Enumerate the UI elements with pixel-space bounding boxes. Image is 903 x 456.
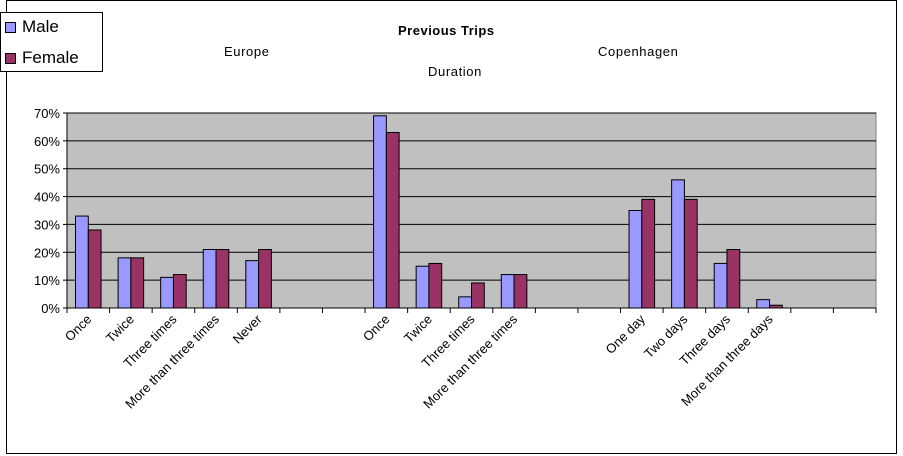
bar-female — [87, 229, 102, 309]
plot-area — [66, 112, 877, 309]
group-label-copenhagen: Copenhagen — [598, 44, 679, 59]
group-label-europe: Europe — [224, 44, 270, 59]
bar-male — [245, 260, 260, 309]
y-tick-label: 70% — [34, 106, 60, 121]
bar-male — [415, 265, 430, 309]
bar-female — [683, 198, 698, 309]
bar-female — [215, 249, 230, 309]
x-tick-label: Twice — [401, 312, 435, 346]
bar-male — [713, 262, 728, 309]
bar-female — [641, 198, 656, 309]
bar-female — [385, 132, 400, 309]
bar-female — [258, 249, 272, 309]
y-tick-label: 10% — [34, 273, 60, 288]
legend-swatch-male — [5, 21, 16, 33]
x-tick-label: Once — [360, 312, 393, 345]
y-tick-label: 30% — [34, 217, 60, 232]
bar-male — [756, 299, 771, 309]
legend-label-male: Male — [22, 17, 59, 36]
bar-female — [471, 282, 485, 309]
legend-entry-female: Female — [5, 47, 79, 69]
y-tick-label: 40% — [34, 190, 60, 205]
x-tick-label: Once — [62, 312, 95, 345]
bar-male — [75, 215, 89, 309]
y-tick-label: 0% — [41, 301, 60, 316]
legend-swatch-female — [5, 52, 16, 64]
bar-female — [172, 274, 187, 309]
bar-male — [117, 257, 132, 309]
group-label-duration: Duration — [428, 64, 482, 79]
bar-male — [628, 210, 643, 309]
bar-female — [130, 257, 145, 309]
x-tick-label: Never — [230, 311, 266, 347]
x-tick-label: Twice — [103, 312, 137, 346]
bar-female — [726, 249, 741, 309]
bar-female — [428, 262, 443, 309]
chart-title: Previous Trips — [398, 23, 495, 38]
bar-male — [500, 274, 515, 309]
legend-entry-male: Male — [5, 16, 59, 38]
legend: Male Female — [0, 12, 103, 72]
y-tick-label: 20% — [34, 245, 60, 260]
legend-label-female: Female — [22, 48, 79, 67]
bar-male — [202, 249, 217, 309]
bar-female — [513, 274, 528, 309]
bar-male — [160, 276, 174, 309]
bar-male — [458, 296, 473, 309]
bar-female — [769, 304, 783, 309]
y-tick-label: 50% — [34, 162, 60, 177]
bar-male — [671, 179, 685, 309]
y-tick-label: 60% — [34, 134, 60, 149]
bar-male — [373, 115, 387, 309]
